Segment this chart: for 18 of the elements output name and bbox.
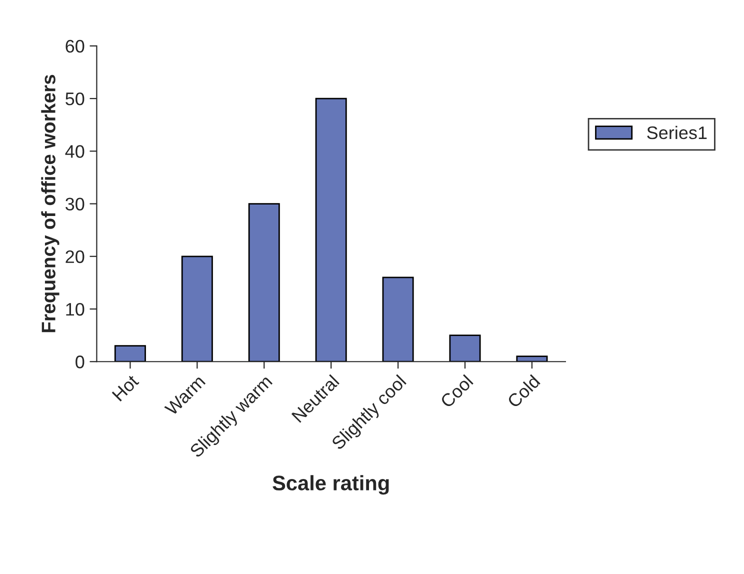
bar [114, 345, 146, 362]
x-tick-label: Hot [112, 374, 140, 402]
bar [516, 356, 548, 362]
y-tick-label: 50 [66, 92, 84, 106]
bar [382, 276, 414, 362]
y-tick-label: 60 [66, 40, 84, 53]
y-tick-label: 30 [66, 198, 84, 210]
y-tick-label: 40 [65, 145, 84, 158]
y-tick-label: 20 [66, 250, 84, 264]
bar [449, 334, 481, 362]
y-tick-label: 10 [66, 302, 84, 316]
bar [248, 203, 280, 362]
y-tick-label: 0 [76, 356, 84, 368]
y-axis-title: Frequency of office workers [41, 74, 60, 332]
legend-label: Series1 [647, 126, 707, 140]
bar [181, 256, 213, 362]
bar [315, 98, 347, 362]
x-axis-title: Scale rating [272, 475, 389, 495]
